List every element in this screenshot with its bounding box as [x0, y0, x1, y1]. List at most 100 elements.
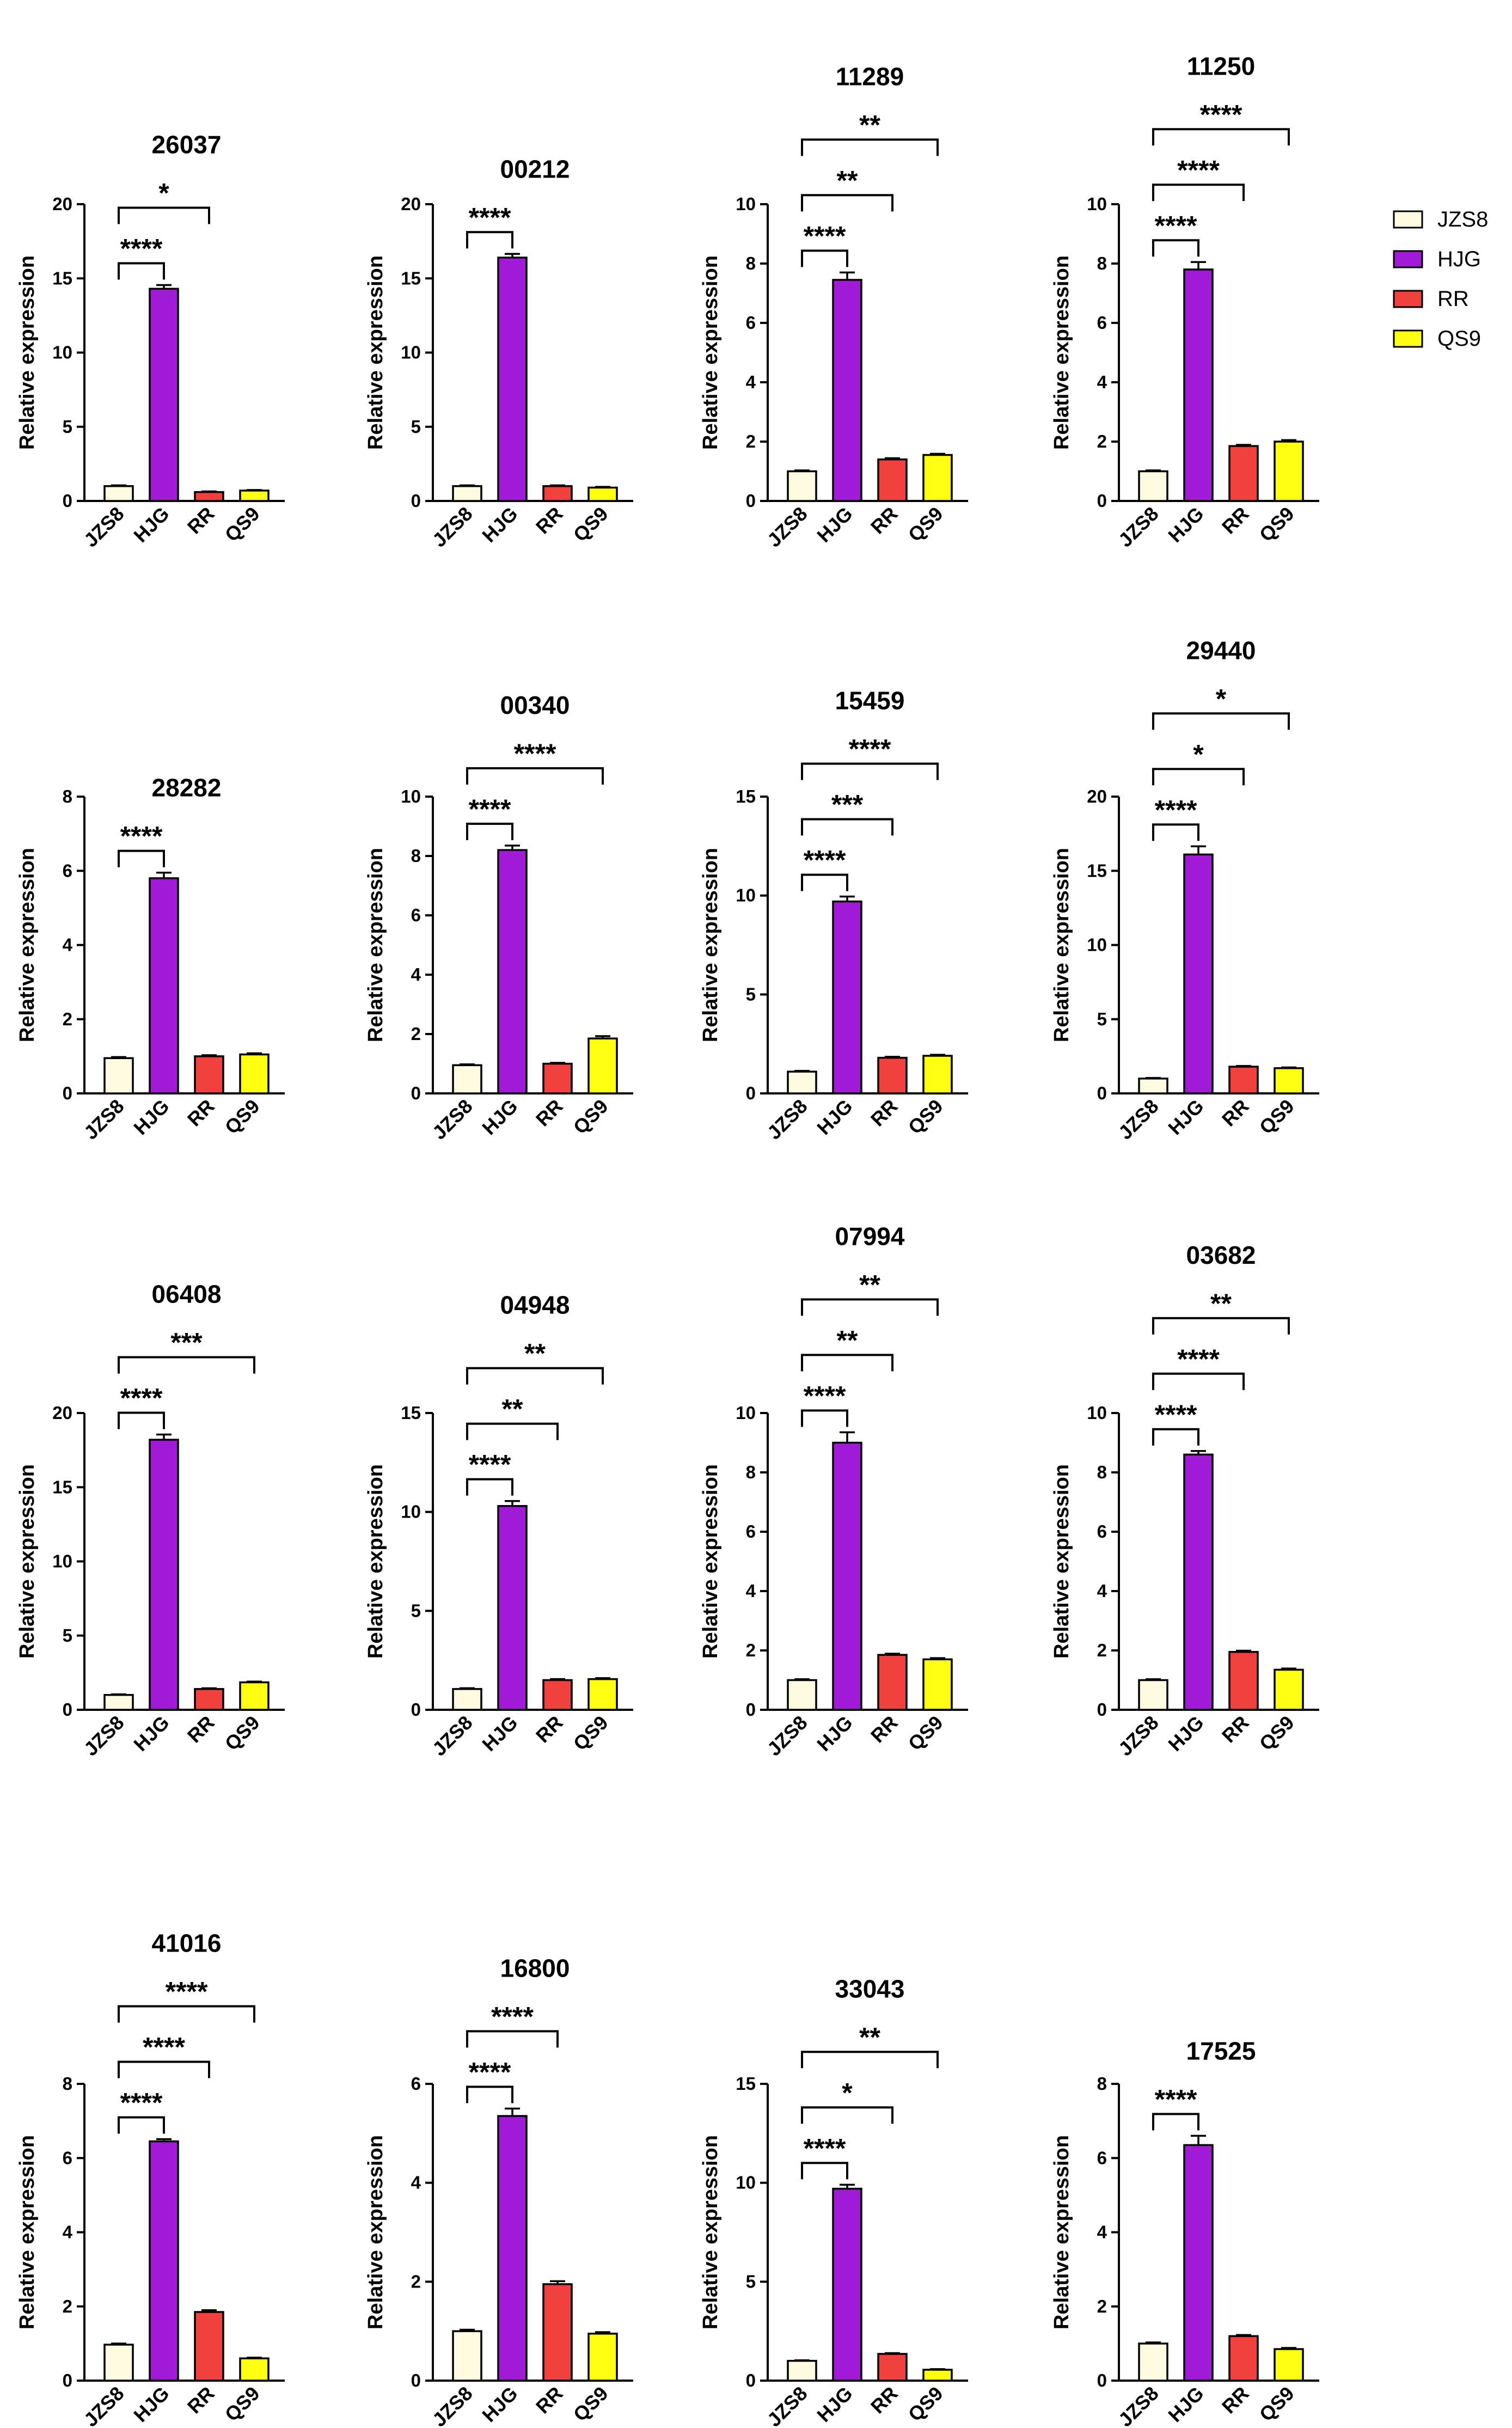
- bar-HJG: [149, 288, 179, 502]
- y-tick-label: 0: [63, 491, 72, 511]
- y-tick-label: 6: [411, 2074, 421, 2094]
- y-tick-label: 0: [63, 2370, 72, 2390]
- chart-title: 00340: [500, 691, 570, 719]
- chart-title: 11250: [1187, 52, 1255, 80]
- chart-title: 07994: [835, 1222, 905, 1250]
- significance-label: ****: [1155, 794, 1197, 825]
- significance-bracket: [1152, 823, 1199, 841]
- chart-panel-06408: 0 5 10 15 20 Relative expression JZS8 HJG RR QS9 *…: [16, 1280, 285, 1760]
- y-axis-label: Relative expression: [364, 848, 387, 1042]
- y-axis-label: Relative expression: [699, 255, 722, 450]
- chart-title: 11289: [836, 62, 904, 90]
- x-tick-label: HJG: [478, 2382, 522, 2426]
- x-tick-label: HJG: [1164, 1095, 1208, 1139]
- x-tick-label: RR: [531, 1095, 567, 1131]
- y-tick-label: 8: [63, 786, 72, 806]
- y-tick-label: 2: [1097, 1640, 1107, 1660]
- bar-HJG: [497, 256, 528, 502]
- x-tick-label: QS9: [221, 1711, 264, 1755]
- x-tick-label: JZS8: [1114, 1095, 1163, 1144]
- bar-HJG: [497, 2115, 528, 2382]
- x-tick-label: JZS8: [428, 503, 477, 552]
- significance-bracket: [118, 2005, 255, 2023]
- x-tick-label: QS9: [569, 1095, 613, 1139]
- significance-label: ****: [1155, 2084, 1197, 2114]
- y-tick-label: 0: [746, 1083, 756, 1103]
- chart-panel-11289: 0 2 4 6 8 10 Relative expression JZS8 HJG RR QS9 **…: [699, 62, 968, 552]
- x-tick-label: JZS8: [428, 1095, 477, 1144]
- bar-QS9: [587, 486, 618, 502]
- significance-bracket: [801, 194, 893, 212]
- significance-bracket: [801, 2051, 939, 2069]
- y-tick-label: 6: [411, 905, 421, 925]
- x-tick-label: RR: [183, 2382, 219, 2418]
- significance-label: ****: [491, 2001, 534, 2032]
- significance-bracket: [801, 762, 939, 780]
- y-axis-label: Relative expression: [364, 2135, 387, 2329]
- y-tick-label: 10: [1087, 935, 1107, 955]
- significance-bracket: [1152, 2113, 1199, 2131]
- y-tick-label: 8: [1097, 1462, 1107, 1482]
- bar-JZS8: [1138, 1078, 1168, 1094]
- y-tick-label: 5: [1097, 1009, 1107, 1029]
- significance-label: **: [859, 2022, 880, 2052]
- y-tick-label: 10: [52, 343, 72, 363]
- y-tick-label: 5: [411, 417, 421, 437]
- x-tick-label: RR: [866, 503, 902, 539]
- significance-bracket: [801, 2106, 893, 2124]
- y-tick-label: 15: [736, 786, 756, 806]
- x-tick-label: RR: [531, 1711, 567, 1747]
- y-tick-label: 10: [401, 786, 421, 806]
- x-tick-label: JZS8: [79, 503, 128, 552]
- significance-bracket: [1152, 184, 1245, 201]
- significance-label: ****: [469, 1450, 511, 1480]
- bar-HJG: [149, 2140, 179, 2382]
- y-tick-label: 15: [401, 268, 421, 288]
- y-tick-label: 6: [1097, 2148, 1107, 2168]
- y-axis-label: Relative expression: [1050, 848, 1073, 1042]
- significance-bracket: [118, 262, 165, 280]
- y-tick-label: 8: [1097, 2074, 1107, 2094]
- bar-JZS8: [1138, 470, 1168, 502]
- legend-label-RR: RR: [1437, 287, 1469, 311]
- chart-panel-00340: 0 2 4 6 8 10 Relative expression JZS8 HJG RR QS9 **…: [364, 691, 633, 1144]
- x-tick-label: RR: [183, 1095, 219, 1131]
- chart-panel-41016: 0 2 4 6 8 Relative expression JZS8 HJG RR QS9 ****…: [16, 1929, 285, 2428]
- y-tick-label: 10: [736, 1403, 756, 1423]
- significance-bracket: [118, 1411, 165, 1429]
- significance-label: ****: [1177, 155, 1220, 185]
- significance-label: ****: [120, 1383, 163, 1414]
- y-tick-label: 0: [1097, 491, 1107, 511]
- x-tick-label: JZS8: [763, 503, 812, 552]
- chart-title: 03682: [1186, 1241, 1256, 1269]
- significance-bracket: [1152, 712, 1290, 730]
- significance-label: **: [837, 165, 858, 195]
- bar-JZS8: [1138, 2343, 1168, 2382]
- y-tick-label: 2: [1097, 2296, 1107, 2316]
- x-tick-label: HJG: [1164, 503, 1208, 547]
- y-axis-label: Relative expression: [16, 848, 39, 1042]
- x-tick-label: HJG: [478, 503, 522, 547]
- x-tick-label: RR: [1217, 1095, 1253, 1131]
- x-tick-label: HJG: [812, 2382, 856, 2426]
- bar-HJG: [832, 279, 862, 502]
- bar-QS9: [587, 1037, 618, 1094]
- y-tick-label: 15: [736, 2074, 756, 2094]
- chart-panel-11250: 0 2 4 6 8 10 Relative expression JZS8 HJG RR QS9 **…: [1050, 52, 1319, 552]
- significance-label: ****: [120, 821, 163, 852]
- bar-QS9: [922, 1055, 953, 1094]
- bar-JZS8: [452, 1688, 482, 1711]
- chart-title: 41016: [152, 1929, 222, 1958]
- x-tick-label: HJG: [478, 1711, 522, 1756]
- chart-title: 28282: [152, 774, 222, 802]
- significance-label: ****: [166, 1977, 208, 2007]
- bar-QS9: [239, 2357, 270, 2382]
- significance-label: ****: [469, 2057, 511, 2087]
- x-tick-label: RR: [1217, 2382, 1253, 2418]
- chart-panel-16800: 0 2 4 6 Relative expression JZS8 HJG RR QS9 **** *…: [364, 1954, 633, 2428]
- chart-title: 29440: [1186, 636, 1256, 664]
- bar-HJG: [1183, 268, 1214, 502]
- y-tick-label: 8: [411, 846, 421, 866]
- y-tick-label: 5: [746, 984, 756, 1004]
